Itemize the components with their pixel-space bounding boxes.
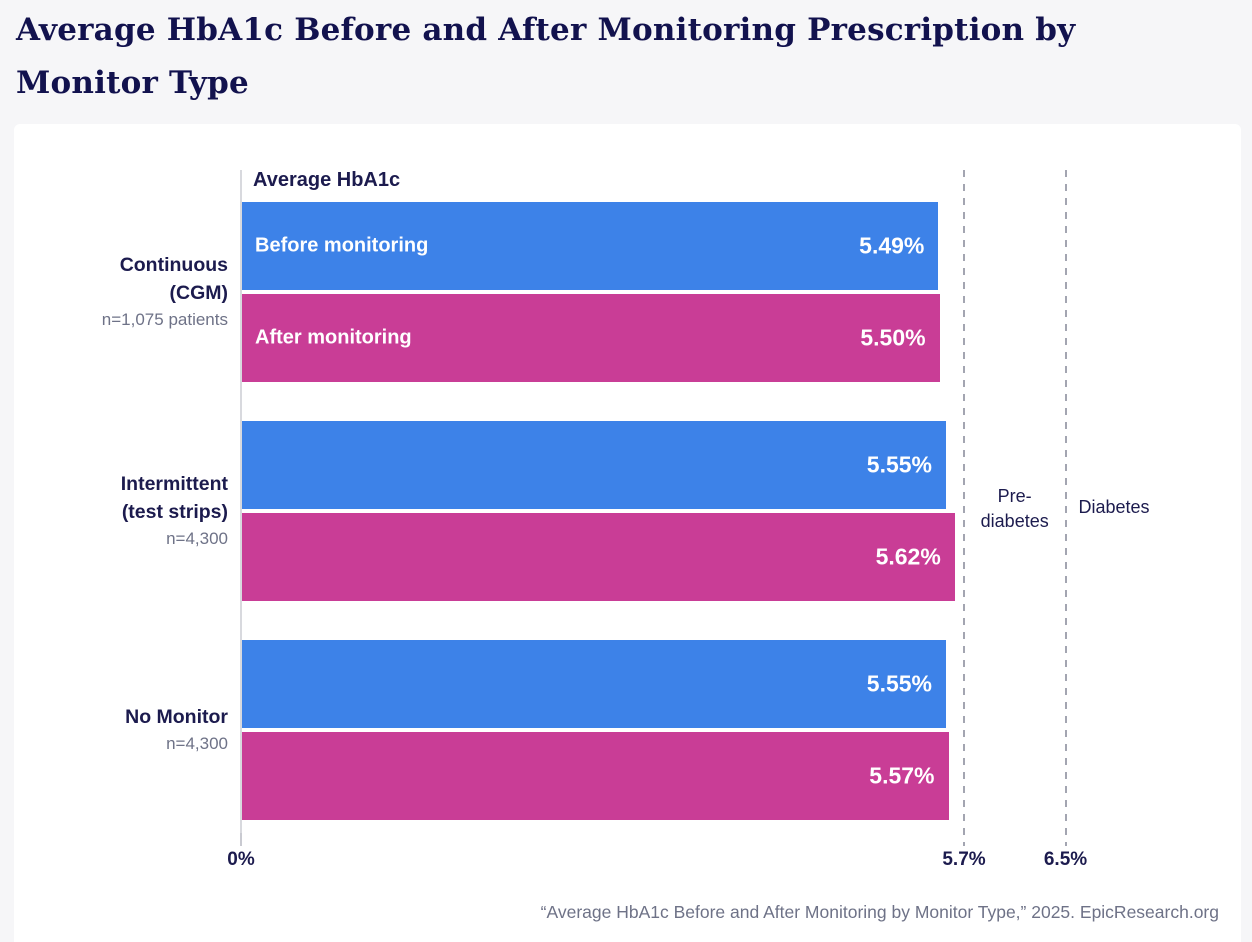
bar-value-label: 5.57% xyxy=(869,762,935,789)
ref-line-pre-diabetes xyxy=(963,170,965,846)
footer-citation: “Average HbA1c Before and After Monitori… xyxy=(540,902,1219,922)
after-bar: 5.62% xyxy=(242,513,955,601)
after-bar: 5.57% xyxy=(242,732,949,820)
bar-value-label: 5.50% xyxy=(860,324,926,351)
after-bar: After monitoring 5.50% xyxy=(242,294,940,382)
category-label: Continuous (CGM) n=1,075 patients xyxy=(14,251,228,333)
category-label: Intermittent (test strips) n=4,300 xyxy=(14,470,228,552)
before-bar: Before monitoring 5.49% xyxy=(242,202,939,290)
x-tick-label: 6.5% xyxy=(1043,849,1088,870)
series-label: Before monitoring xyxy=(255,234,429,257)
chart-group-row: Intermittent (test strips) n=4,300 5.55% 5.6… xyxy=(14,421,1241,601)
ref-line-diabetes xyxy=(1064,170,1067,846)
category-label-line: No Monitor xyxy=(125,706,228,728)
sample-size-label: n=4,300 xyxy=(166,734,228,753)
series-label: After monitoring xyxy=(255,326,412,349)
bar-value-label: 5.62% xyxy=(875,543,941,570)
bar-value-label: 5.55% xyxy=(866,451,932,478)
y-axis-line xyxy=(240,170,242,833)
ref-line-label: Diabetes xyxy=(1078,497,1150,517)
ref-line-label: Pre-diabetes xyxy=(980,486,1049,531)
category-label-line: (CGM) xyxy=(169,282,228,304)
axis-tick xyxy=(240,833,242,846)
bar-value-label: 5.55% xyxy=(866,670,932,697)
category-label-line: Continuous xyxy=(119,254,228,276)
x-tick-label: 5.7% xyxy=(942,849,986,870)
chart-group-row: Continuous (CGM) n=1,075 patients Before mo… xyxy=(14,202,1241,382)
page-title: Average HbA1c Before and After Monitorin… xyxy=(16,4,1176,110)
axis-title: Average HbA1c xyxy=(253,169,401,191)
category-label-line: (test strips) xyxy=(121,501,228,523)
sample-size-label: n=1,075 patients xyxy=(101,310,228,329)
chart-group-row: No Monitor n=4,300 5.55% 5.57% xyxy=(14,640,1241,820)
category-label-line: Intermittent xyxy=(120,473,228,495)
category-label: No Monitor n=4,300 xyxy=(14,703,228,757)
before-bar: 5.55% xyxy=(242,421,946,509)
chart-card: Average HbA1c Continuous (CGM) n=1,075 pat… xyxy=(14,124,1241,942)
bar-chart: Average HbA1c Continuous (CGM) n=1,075 pat… xyxy=(14,124,1241,942)
before-bar: 5.55% xyxy=(242,640,946,728)
page-title-line1: Average HbA1c Before and After Monitorin… xyxy=(16,12,1076,48)
bar-value-label: 5.49% xyxy=(859,232,925,259)
x-tick-label: 0% xyxy=(227,849,255,870)
page-title-line2: Monitor Type xyxy=(16,65,249,101)
sample-size-label: n=4,300 xyxy=(166,529,228,548)
